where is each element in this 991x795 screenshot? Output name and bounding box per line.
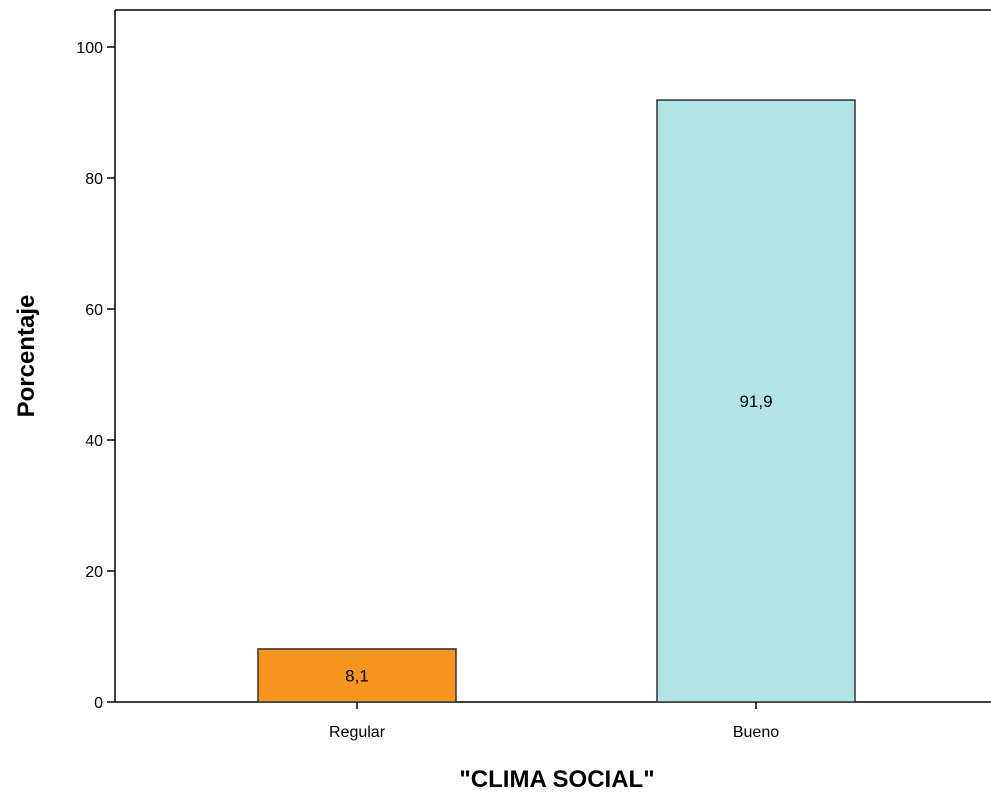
data-label-bueno: 91,9: [739, 392, 772, 411]
x-tick-label-bueno: Bueno: [733, 724, 779, 741]
x-axis-ticks: Regular Bueno: [329, 702, 779, 741]
x-axis-title: "CLIMA SOCIAL": [459, 766, 654, 793]
y-tick-label: 80: [85, 171, 103, 188]
y-tick-label: 100: [76, 40, 103, 57]
plot-frame: [114, 9, 991, 703]
y-tick-label: 0: [94, 695, 103, 712]
bar-regular: [257, 648, 457, 703]
data-label-regular: 8,1: [345, 666, 369, 685]
bars-group: [257, 99, 856, 703]
data-labels-group: 8,1 91,9: [345, 392, 772, 685]
y-axis-title: Porcentaje: [13, 295, 40, 418]
bar-bueno: [656, 99, 856, 703]
y-tick-label: 60: [85, 302, 103, 319]
y-axis-ticks: 0 20 40 60 80 100: [76, 40, 115, 712]
y-tick-label: 40: [85, 433, 103, 450]
y-tick-label: 20: [85, 564, 103, 581]
x-tick-label-regular: Regular: [329, 724, 386, 741]
